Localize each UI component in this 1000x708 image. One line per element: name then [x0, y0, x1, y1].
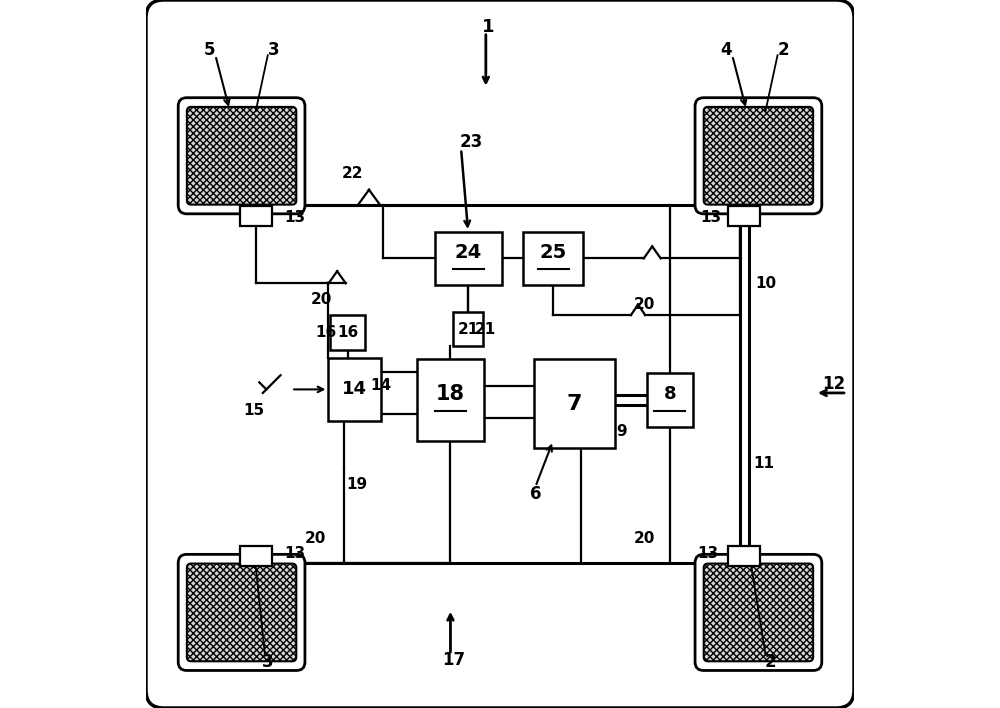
Text: 17: 17	[442, 651, 466, 669]
Text: 13: 13	[284, 546, 305, 561]
Text: 19: 19	[346, 477, 368, 493]
Bar	[417, 360, 484, 440]
Text: 16: 16	[337, 325, 358, 341]
Bar	[330, 315, 365, 350]
FancyBboxPatch shape	[146, 0, 854, 708]
FancyBboxPatch shape	[695, 98, 822, 214]
Text: 5: 5	[204, 40, 215, 59]
Bar	[328, 358, 381, 421]
Text: 12: 12	[823, 375, 846, 393]
Bar	[453, 312, 483, 346]
Text: 13: 13	[697, 546, 718, 561]
FancyBboxPatch shape	[704, 107, 813, 205]
Text: 20: 20	[634, 530, 655, 546]
Text: 2: 2	[765, 653, 776, 671]
Text: 22: 22	[342, 166, 363, 181]
Text: 20: 20	[305, 530, 327, 546]
Text: 16: 16	[315, 325, 336, 341]
Text: 24: 24	[455, 244, 482, 262]
Bar	[728, 546, 760, 566]
Text: 6: 6	[530, 485, 541, 503]
Text: 2: 2	[777, 40, 789, 59]
Text: 14: 14	[342, 380, 367, 399]
Text: 18: 18	[436, 384, 465, 404]
Bar	[240, 206, 272, 226]
Text: 3: 3	[262, 653, 274, 671]
Text: 3: 3	[268, 40, 279, 59]
Text: 21: 21	[458, 321, 479, 337]
Bar	[647, 374, 693, 426]
Text: 4: 4	[721, 40, 732, 59]
FancyBboxPatch shape	[187, 564, 296, 661]
Text: 23: 23	[460, 132, 483, 151]
Text: 13: 13	[700, 210, 722, 225]
Text: 10: 10	[755, 275, 776, 291]
FancyBboxPatch shape	[704, 564, 813, 661]
Text: 8: 8	[664, 385, 676, 404]
Bar	[523, 232, 583, 285]
Text: 7: 7	[567, 394, 582, 413]
Text: 14: 14	[370, 378, 392, 394]
Text: 21: 21	[475, 321, 496, 337]
Text: 15: 15	[244, 403, 265, 418]
FancyBboxPatch shape	[178, 554, 305, 670]
Bar	[534, 360, 615, 448]
Bar	[435, 232, 502, 285]
Text: 1: 1	[482, 18, 495, 36]
FancyBboxPatch shape	[187, 107, 296, 205]
Bar	[728, 206, 760, 226]
Text: 11: 11	[754, 456, 775, 472]
FancyBboxPatch shape	[178, 98, 305, 214]
Text: 9: 9	[616, 424, 627, 440]
Text: 25: 25	[539, 244, 567, 262]
Text: 20: 20	[311, 292, 332, 307]
FancyBboxPatch shape	[695, 554, 822, 670]
Text: 20: 20	[634, 297, 655, 312]
Text: 13: 13	[284, 210, 305, 225]
Bar	[240, 546, 272, 566]
